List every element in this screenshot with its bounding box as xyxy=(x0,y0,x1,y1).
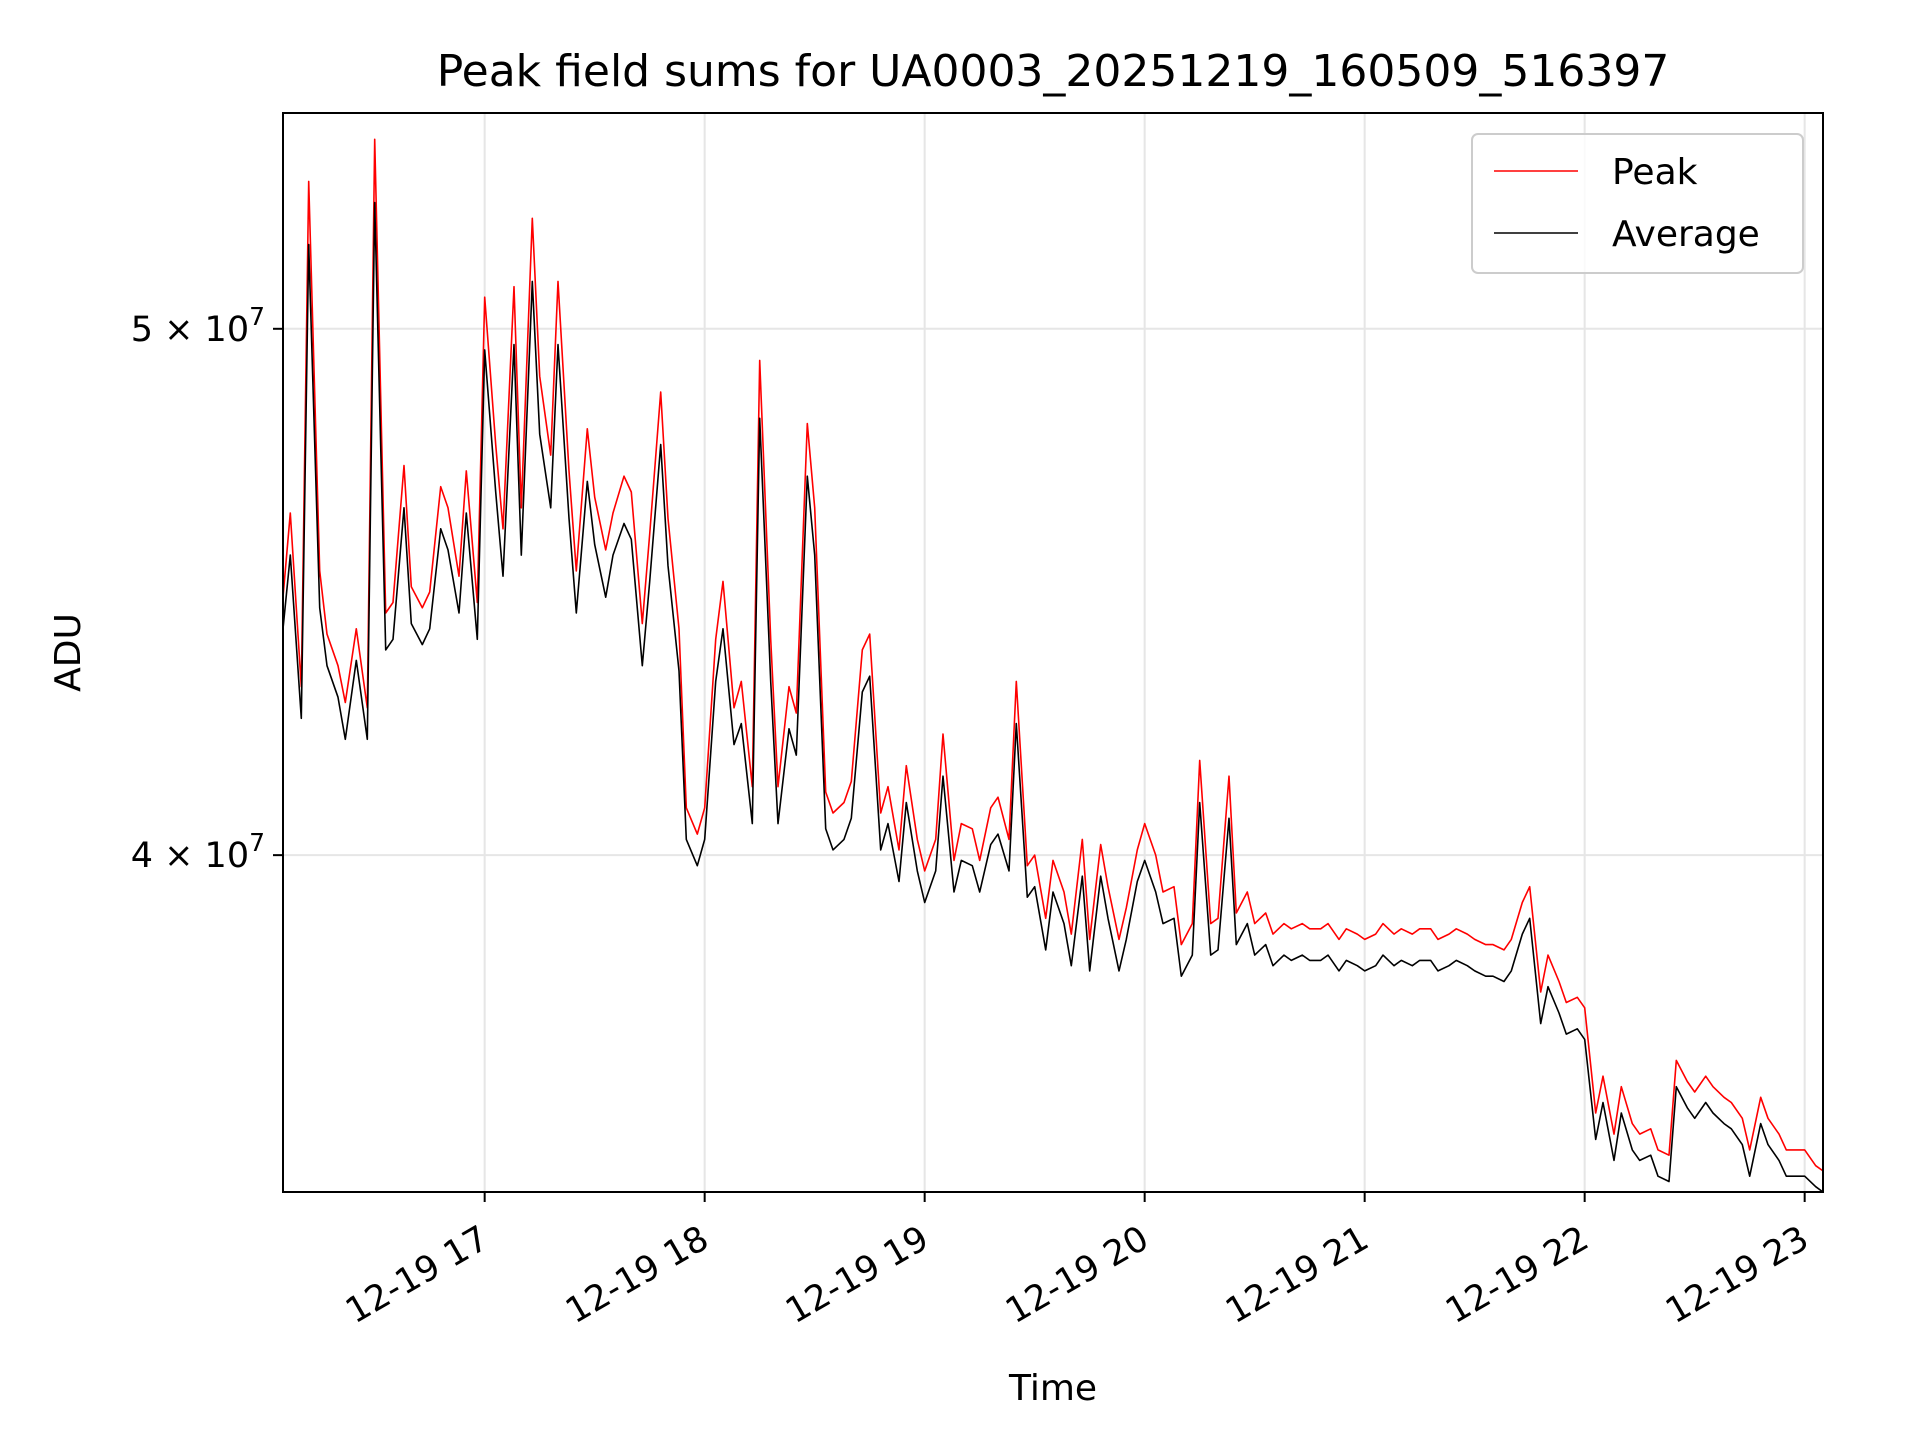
series-line-peak xyxy=(282,138,1824,1172)
legend-box xyxy=(1471,133,1804,274)
series-lines xyxy=(282,138,1824,1193)
grid-lines xyxy=(283,113,1823,1192)
legend-label-average: Average xyxy=(1612,214,1760,255)
chart-title: Peak field sums for UA0003_20251219_1605… xyxy=(437,46,1670,97)
y-tick-label: 4 × 107 xyxy=(131,828,265,876)
y-axis-label: ADU xyxy=(48,613,89,692)
legend: Peak Average xyxy=(1471,133,1804,274)
legend-label-peak: Peak xyxy=(1612,152,1698,193)
y-tick-label: 5 × 107 xyxy=(131,302,265,350)
plot-frame xyxy=(282,112,1824,1193)
x-axis-label: Time xyxy=(1008,1368,1097,1409)
series-line-average xyxy=(282,201,1824,1193)
